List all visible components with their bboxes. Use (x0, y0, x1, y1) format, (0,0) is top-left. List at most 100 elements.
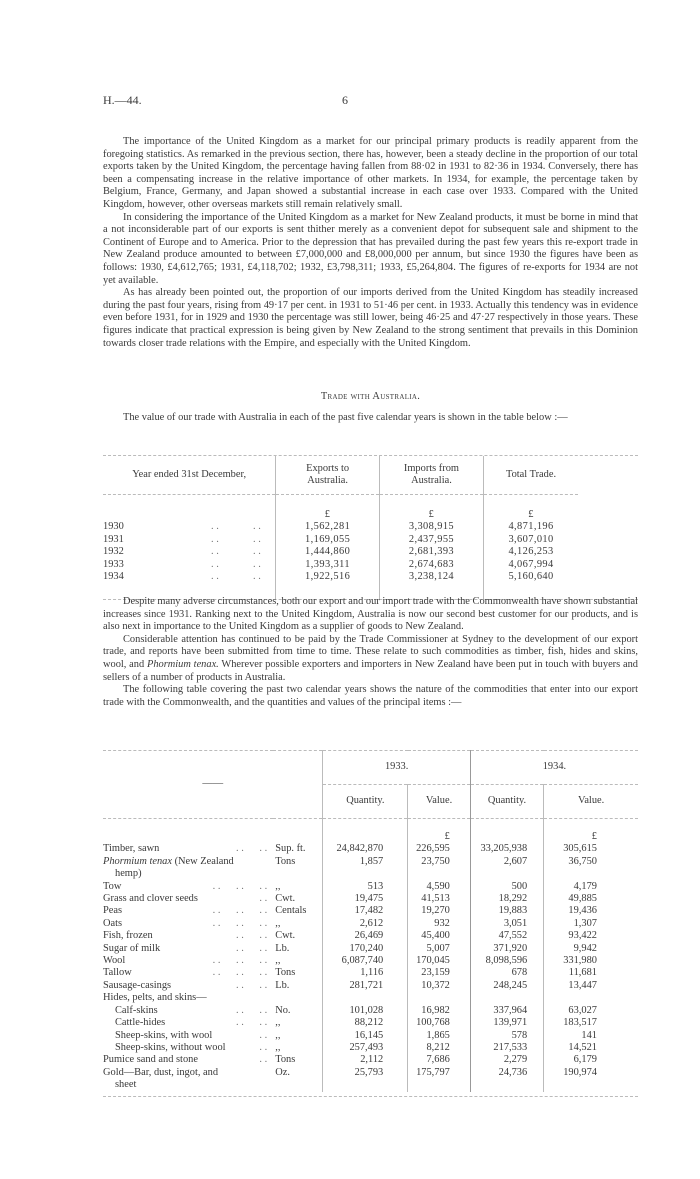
item-name: Timber, sawn (103, 843, 160, 855)
col-exports: Exports to Australia. (275, 456, 380, 495)
value-1934: 13,447 (543, 979, 638, 993)
leader-dots: . . . . (236, 1017, 268, 1029)
year: 1934 (103, 571, 124, 583)
page-number: 6 (342, 93, 348, 107)
col-value-1933: Value. (407, 784, 471, 819)
unit (273, 992, 323, 1004)
quantity-1934: 47,552 (469, 930, 544, 943)
value-1933 (407, 992, 471, 1005)
quantity-1933: 281,721 (322, 979, 408, 993)
table-row: Gold—Bar, dust, ingot, and Oz. 25,793 175,7… (103, 1066, 638, 1080)
exports-value: 1,169,055 (275, 533, 380, 547)
quantity-1934: 8,098,596 (469, 955, 544, 968)
quantity-1934: 33,205,938 (469, 843, 544, 856)
currency-row: £ £ £ (103, 509, 578, 522)
paragraph: In considering the importance of the Uni… (103, 211, 638, 286)
col-quantity-1934: Quantity. (469, 784, 544, 819)
table-row: Sausage-casings . . . . Lb. 281,721 10,372 2… (103, 979, 638, 993)
value-1933: 1,865 (407, 1029, 471, 1042)
leader-dots: . . (253, 533, 261, 545)
italic-term: Phormium tenax. (147, 658, 219, 670)
quantity-1933: 170,240 (322, 942, 408, 956)
leader-dots: . . . . . . (212, 955, 268, 967)
year-1933-header: 1933. (322, 750, 471, 785)
col-imports: Imports from Australia. (378, 456, 484, 495)
leader-dots: . . (253, 521, 261, 533)
unit: Tons (275, 855, 296, 867)
currency: £ (407, 831, 471, 844)
leader-dots: . . (211, 571, 219, 583)
imports-value: 3,308,915 (378, 521, 484, 534)
value-1933: 7,686 (407, 1054, 471, 1067)
unit: ,, (275, 1017, 281, 1029)
quantity-1934: 2,279 (469, 1054, 544, 1067)
total-value: 4,126,253 (483, 546, 578, 559)
item-name: Tallow (103, 967, 132, 979)
quantity-1933: 24,842,870 (322, 843, 408, 856)
quantity-1934: 500 (469, 880, 544, 894)
unit: Cwt. (275, 893, 296, 905)
table-row: Hides, pelts, and skins— (103, 992, 638, 1005)
leader-dots: . . (253, 571, 261, 583)
unit: Tons (275, 967, 296, 979)
quantity-1934: 217,533 (469, 1041, 544, 1055)
quantity-1933: 88,212 (322, 1017, 408, 1030)
quantity-1934: 678 (469, 967, 544, 980)
quantity-1933: 257,493 (322, 1041, 408, 1055)
unit: Cwt. (275, 930, 296, 942)
year: 1930 (103, 521, 124, 533)
quantity-1934: 18,292 (469, 893, 544, 906)
imports-value: 2,674,683 (378, 558, 484, 572)
quantity-1934: 371,920 (469, 942, 544, 956)
table-row: Sugar of milk . . . . Lb. 170,240 5,007 371,… (103, 942, 638, 956)
quantity-1934: 2,607 (469, 855, 544, 869)
leader-dots: . . (253, 546, 261, 558)
year-1934-header: 1934. (469, 750, 638, 785)
exports-value: 1,562,281 (275, 521, 380, 534)
table-row: Calf-skins . . . . No. 101,028 16,982 337,96… (103, 1004, 638, 1018)
value-1934: 1,307 (543, 917, 638, 931)
value-1933: 5,007 (407, 942, 471, 956)
item-name-continued: sheet (115, 1079, 137, 1091)
leader-dots: . . . . (236, 979, 268, 991)
item-name: Phormium tenax (103, 855, 172, 867)
col-year: Year ended 31st December, (103, 456, 276, 495)
paragraph: The importance of the United Kingdom as … (103, 136, 638, 210)
item-name: Gold—Bar, dust, ingot, and (103, 1066, 219, 1078)
value-1934: 331,980 (543, 955, 638, 968)
value-1934: 93,422 (543, 930, 638, 943)
paragraph: As has already been pointed out, the pro… (103, 287, 638, 349)
value-1933: 4,590 (407, 880, 471, 894)
item-name: Sugar of milk (103, 942, 161, 954)
value-1934 (543, 992, 638, 1005)
item-name: Cattle-hides (115, 1017, 166, 1029)
item-name: Sheep-skins, without wool (115, 1041, 226, 1053)
unit: Centals (275, 905, 307, 917)
unit: ,, (275, 1041, 281, 1053)
table1-intro: The value of our trade with Australia in… (103, 412, 638, 425)
leader-dots: . . . . (236, 1004, 268, 1016)
year: 1933 (103, 558, 124, 570)
total-value: 4,067,994 (483, 558, 578, 572)
quantity-1933: 26,469 (322, 930, 408, 943)
intro-section: The importance of the United Kingdom as … (103, 136, 638, 350)
value-1933: 19,270 (407, 905, 471, 918)
value-1934: 190,974 (543, 1066, 638, 1080)
quantity-1934: 248,245 (469, 979, 544, 993)
item-name: Pumice sand and stone (103, 1054, 198, 1066)
item-name: Hides, pelts, and skins— (103, 992, 207, 1004)
value-1934: 19,436 (543, 905, 638, 918)
value-1933: 100,768 (407, 1017, 471, 1030)
leader-dots: . . . . . . (212, 905, 268, 917)
quantity-1933: 101,028 (322, 1004, 408, 1018)
col-total: Total Trade. (483, 456, 578, 495)
table-row: 1931 . . . . 1,169,055 2,437,955 3,607,010 (103, 533, 578, 547)
leader-dots: . . (259, 893, 268, 905)
value-1934: 4,179 (543, 880, 638, 894)
value-1933: 45,400 (407, 930, 471, 943)
item-name: Sausage-casings (103, 979, 172, 991)
unit: ,, (275, 1029, 281, 1041)
table-row: Timber, sawn . . . . Sup. ft. 24,842,870 22… (103, 843, 638, 856)
value-1934: 49,885 (543, 893, 638, 906)
year: 1932 (103, 546, 124, 558)
